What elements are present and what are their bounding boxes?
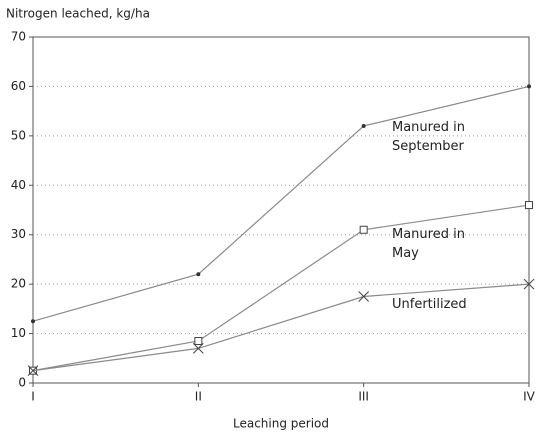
y-axis-label: Nitrogen leached, kg/ha	[6, 7, 150, 21]
y-tick-label: 20	[11, 277, 26, 291]
x-tick-label: II	[195, 390, 202, 404]
series-label: Manured in September	[392, 120, 465, 154]
y-tick-label: 0	[18, 376, 26, 390]
x-tick-label: III	[358, 390, 369, 404]
marker	[527, 84, 531, 89]
y-tick-label: 60	[11, 79, 26, 93]
y-tick-label: 40	[11, 178, 26, 192]
y-tick-label: 30	[11, 227, 26, 241]
marker	[192, 343, 204, 354]
series-label: Manured in May	[392, 227, 465, 261]
x-tick-label: IV	[523, 390, 536, 404]
x-axis-label: Leaching period	[233, 417, 329, 431]
marker	[194, 336, 203, 345]
series-line	[32, 85, 530, 322]
marker	[523, 278, 535, 290]
marker	[27, 365, 39, 376]
marker	[361, 123, 366, 128]
x-tick-label: I	[31, 390, 35, 404]
marker	[359, 225, 368, 234]
y-tick-label: 10	[11, 326, 26, 340]
series-line	[32, 204, 530, 372]
marker	[196, 272, 201, 277]
plot-frame	[32, 36, 530, 384]
y-tick-label: 50	[11, 128, 26, 142]
marker	[358, 291, 370, 302]
y-tick-label: 70	[11, 30, 26, 44]
series-line	[32, 283, 530, 372]
series-label: Unfertilized	[392, 297, 467, 312]
marker	[525, 201, 533, 210]
marker	[31, 319, 35, 324]
